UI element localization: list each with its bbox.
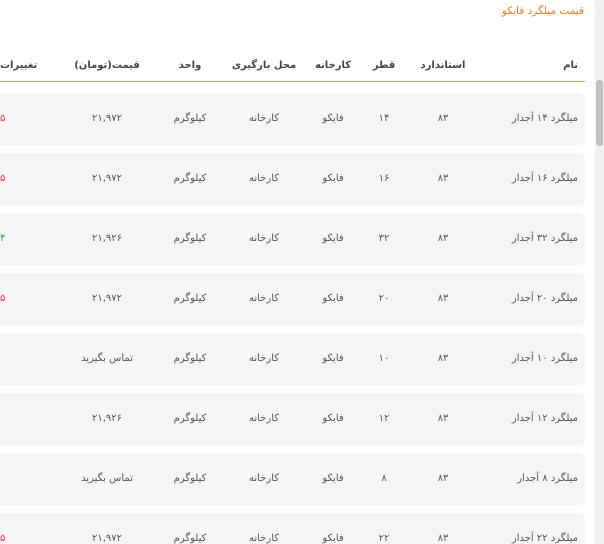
table-cell: فایکو: [322, 533, 344, 544]
table-cell: ۲۱,۹۷۲: [91, 113, 123, 124]
table-cell: فایکو: [322, 173, 344, 184]
column-header: تغییرات: [0, 60, 38, 71]
column-header: کارخانه: [314, 60, 352, 71]
scrollbar[interactable]: [595, 0, 604, 544]
change-cell: ۵: [0, 533, 6, 544]
table-cell: فایکو: [322, 473, 344, 484]
table-row: [0, 153, 585, 205]
table-cell: میلگرد ۱۲ آجدار: [511, 413, 578, 424]
table-cell: فایکو: [322, 413, 344, 424]
table-cell: ۸۳: [437, 293, 449, 304]
table-cell: کیلوگرم: [173, 233, 207, 244]
scrollbar-thumb[interactable]: [596, 80, 603, 146]
table-cell: ۲۱,۹۷۲: [91, 173, 123, 184]
change-cell: ۵: [0, 173, 6, 184]
table-cell: میلگرد ۳۲ آجدار: [511, 233, 578, 244]
table-cell: کارخانه: [248, 353, 280, 364]
table-cell: کارخانه: [248, 473, 280, 484]
table-cell: کارخانه: [248, 233, 280, 244]
table-cell: ۱۴: [378, 113, 390, 124]
table-cell: میلگرد ۲۰ آجدار: [511, 293, 578, 304]
table-cell: کیلوگرم: [173, 113, 207, 124]
table-cell: ۱۲: [378, 413, 390, 424]
table-cell: کارخانه: [248, 113, 280, 124]
table-cell: فایکو: [322, 113, 344, 124]
column-header: محل بارگیری: [231, 60, 297, 71]
table-cell: ۲۰: [378, 293, 390, 304]
table-cell: ۲۱,۹۷۲: [91, 293, 123, 304]
table-row: [0, 213, 585, 265]
table-cell: ۸۳: [437, 233, 449, 244]
table-cell: کیلوگرم: [173, 413, 207, 424]
table-cell: ۲۱,۹۲۶: [91, 233, 123, 244]
table-cell: ۲۲: [378, 533, 390, 544]
table-cell: ۲۱,۹۲۶: [91, 413, 123, 424]
table-cell: کیلوگرم: [173, 533, 207, 544]
table-cell: میلگرد ۱۰ آجدار: [511, 353, 578, 364]
column-header: استاندارد: [420, 60, 466, 71]
table-row: [0, 333, 585, 385]
table-cell: فایکو: [322, 353, 344, 364]
table-cell: ۸۳: [437, 473, 449, 484]
table-cell: کیلوگرم: [173, 293, 207, 304]
table-row: [0, 453, 585, 505]
table-cell: ۸۳: [437, 533, 449, 544]
table-cell: ۲۱,۹۷۲: [91, 533, 123, 544]
table-cell: کارخانه: [248, 413, 280, 424]
table-cell: کیلوگرم: [173, 353, 207, 364]
table-cell: ۸۳: [437, 413, 449, 424]
table-cell: ۸: [381, 473, 387, 484]
table-row: [0, 93, 585, 145]
table-cell: میلگرد ۸ آجدار: [517, 473, 578, 484]
table-row: [0, 393, 585, 445]
table-cell: فایکو: [322, 233, 344, 244]
table-cell: کارخانه: [248, 533, 280, 544]
table-cell: کیلوگرم: [173, 173, 207, 184]
table-cell: ۱۰: [378, 353, 390, 364]
table-cell: کارخانه: [248, 173, 280, 184]
table-cell: ۸۳: [437, 353, 449, 364]
column-header: واحد: [178, 60, 202, 71]
table-cell: فایکو: [322, 293, 344, 304]
change-cell: ۵: [0, 293, 6, 304]
table-cell: ۸۳: [437, 173, 449, 184]
table-cell: کیلوگرم: [173, 473, 207, 484]
header-underline: [0, 81, 585, 82]
table-cell: ۱۶: [378, 173, 390, 184]
table-row: [0, 513, 585, 544]
table-cell: تماس بگیرید: [81, 353, 133, 364]
change-cell: ۵: [0, 113, 6, 124]
column-header: نام: [563, 60, 578, 71]
page-title: قیمت میلگرد فایکو: [501, 5, 584, 17]
table-cell: ۳۲: [378, 233, 390, 244]
table-cell: کارخانه: [248, 293, 280, 304]
table-row: [0, 273, 585, 325]
table-cell: میلگرد ۱۴ آجدار: [511, 113, 578, 124]
table-cell: میلگرد ۲۲ آجدار: [511, 533, 578, 544]
column-header: قیمت(تومان): [74, 60, 140, 71]
table-cell: ۸۳: [437, 113, 449, 124]
column-header: قطر: [372, 60, 396, 71]
change-cell: ۴: [0, 233, 6, 244]
table-cell: تماس بگیرید: [81, 473, 133, 484]
table-cell: میلگرد ۱۶ آجدار: [511, 173, 578, 184]
